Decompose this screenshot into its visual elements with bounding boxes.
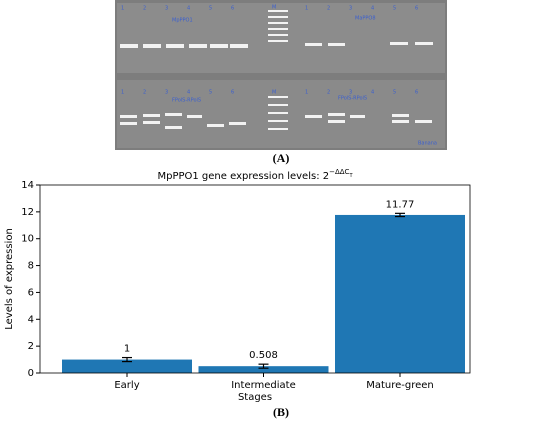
lane-number: 5 bbox=[209, 6, 212, 12]
gel-top bbox=[117, 3, 445, 73]
x-tick-label: Early bbox=[114, 380, 139, 391]
lane-number: 2 bbox=[327, 6, 330, 12]
bar bbox=[62, 359, 192, 373]
gel-label: FPolS-RPolS bbox=[172, 98, 201, 104]
bar bbox=[335, 214, 465, 373]
gel-label: FPolS-RPolS bbox=[338, 96, 367, 102]
chart-title: MpPPO1 gene expression levels: 2−ΔΔCT bbox=[157, 168, 353, 182]
lane-number: 1 bbox=[121, 6, 124, 12]
lane-number: 6 bbox=[231, 90, 234, 96]
lane-number: 5 bbox=[209, 90, 212, 96]
panel-label: (A) bbox=[273, 151, 290, 165]
panel-label: (B) bbox=[273, 405, 289, 419]
plot-frame bbox=[39, 184, 471, 374]
gel-label: MaPPO8 bbox=[355, 16, 376, 22]
value-label: 0.508 bbox=[249, 350, 278, 361]
gel-label: MpPPO1 bbox=[172, 18, 193, 24]
x-tick-label: Intermediate bbox=[231, 380, 296, 391]
x-axis-label: Stages bbox=[238, 392, 272, 403]
lane-number: 2 bbox=[327, 90, 330, 96]
y-axis-label: Levels of expression bbox=[4, 228, 15, 330]
lane-number: 6 bbox=[415, 6, 418, 12]
x-tick-label: Mature-green bbox=[366, 380, 434, 391]
lane-number: 5 bbox=[393, 90, 396, 96]
title-subscript: T bbox=[348, 173, 353, 179]
lane-number: 4 bbox=[371, 90, 374, 96]
y-tick-label: 8 bbox=[28, 261, 34, 272]
y-tick-label: 12 bbox=[21, 207, 34, 218]
y-tick-label: 14 bbox=[21, 180, 34, 191]
lane-number: 4 bbox=[187, 6, 190, 12]
y-tick-label: 0 bbox=[28, 368, 34, 379]
lane-number: 3 bbox=[349, 90, 352, 96]
lane-number: 1 bbox=[305, 6, 308, 12]
title-superscript: −ΔΔC bbox=[329, 168, 349, 176]
lane-number: 3 bbox=[349, 6, 352, 12]
lane-number: 6 bbox=[415, 90, 418, 96]
y-tick-label: 2 bbox=[28, 341, 34, 352]
gel-label: M bbox=[272, 5, 276, 11]
lane-number: 6 bbox=[231, 6, 234, 12]
lane-number: 2 bbox=[143, 6, 146, 12]
lane-number: 2 bbox=[143, 90, 146, 96]
y-tick-label: 6 bbox=[28, 287, 34, 298]
gel-image: MpPPO1 MaPPO8 M M FPolS-RPolS FPolS-RPol… bbox=[115, 0, 447, 150]
lane-number: 1 bbox=[121, 90, 124, 96]
value-label: 11.77 bbox=[386, 199, 415, 210]
lane-number: 4 bbox=[371, 6, 374, 12]
bar bbox=[198, 366, 329, 373]
gel-bands bbox=[120, 10, 433, 130]
gel-label: Banana bbox=[418, 141, 437, 147]
gel-label: M bbox=[272, 90, 276, 96]
lane-number: 5 bbox=[393, 6, 396, 12]
value-label: 1 bbox=[124, 344, 130, 355]
title-text: MpPPO1 gene expression levels: 2 bbox=[157, 171, 329, 182]
lane-number: 4 bbox=[187, 90, 190, 96]
lane-number: 3 bbox=[165, 6, 168, 12]
lane-number: 1 bbox=[305, 90, 308, 96]
lane-number: 3 bbox=[165, 90, 168, 96]
y-tick-label: 4 bbox=[28, 314, 34, 325]
y-tick-label: 10 bbox=[21, 234, 34, 245]
